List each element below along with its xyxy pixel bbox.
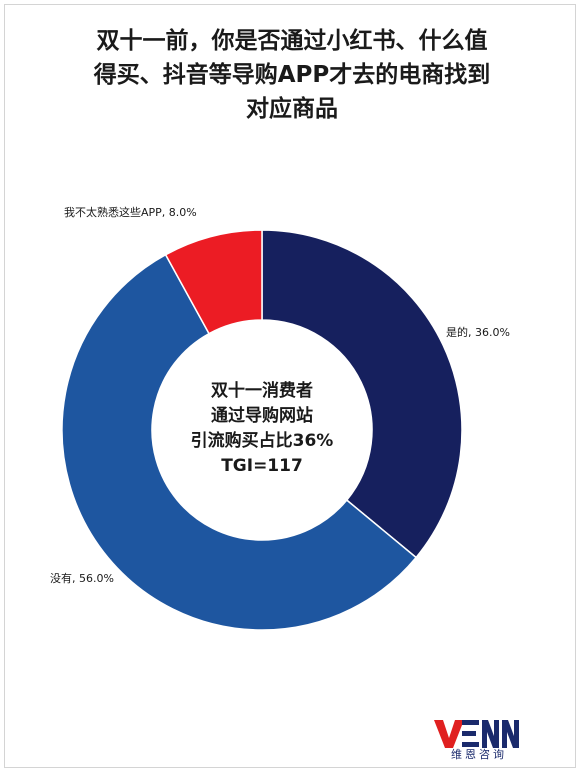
slice-label-no: 没有, 56.0% (50, 571, 114, 585)
logo-bar-2 (462, 731, 476, 736)
title-line: 对应商品 (246, 96, 338, 122)
title-line: 得买、抖音等导购APP才去的电商找到 (93, 62, 491, 88)
slice-label-unfamiliar: 我不太熟悉这些APP, 8.0% (64, 205, 197, 219)
slice-labels: 是的, 36.0% 没有, 56.0% 我不太熟悉这些APP, 8.0% (50, 205, 510, 585)
logo-n-mark-1 (482, 720, 499, 748)
chart-title: 双十一前，你是否通过小红书、什么值 得买、抖音等导购APP才去的电商找到 对应商… (22, 24, 562, 126)
slice-label-yes: 是的, 36.0% (446, 325, 510, 339)
logo-bar-1 (462, 720, 479, 725)
logo-v-mark (434, 720, 464, 748)
center-text-line: TGI=117 (221, 456, 303, 476)
logo-bar-3 (462, 742, 479, 747)
donut-slice-no (61, 253, 418, 631)
donut-slice-unfamiliar (164, 229, 263, 335)
logo-n-mark-2 (502, 720, 519, 748)
title-line: 双十一前，你是否通过小红书、什么值 (96, 28, 488, 54)
logo-name: 维恩咨询 (451, 748, 507, 761)
center-text-line: 引流购买占比36% (191, 430, 334, 451)
venn-logo (434, 720, 519, 748)
donut-slice-yes (261, 229, 463, 559)
slices-group (61, 229, 463, 631)
center-text-line: 通过导购网站 (211, 405, 313, 426)
center-text-line: 双十一消费者 (211, 380, 313, 401)
center-text: 双十一消费者 通过导购网站 引流购买占比36% TGI=117 (191, 380, 334, 476)
